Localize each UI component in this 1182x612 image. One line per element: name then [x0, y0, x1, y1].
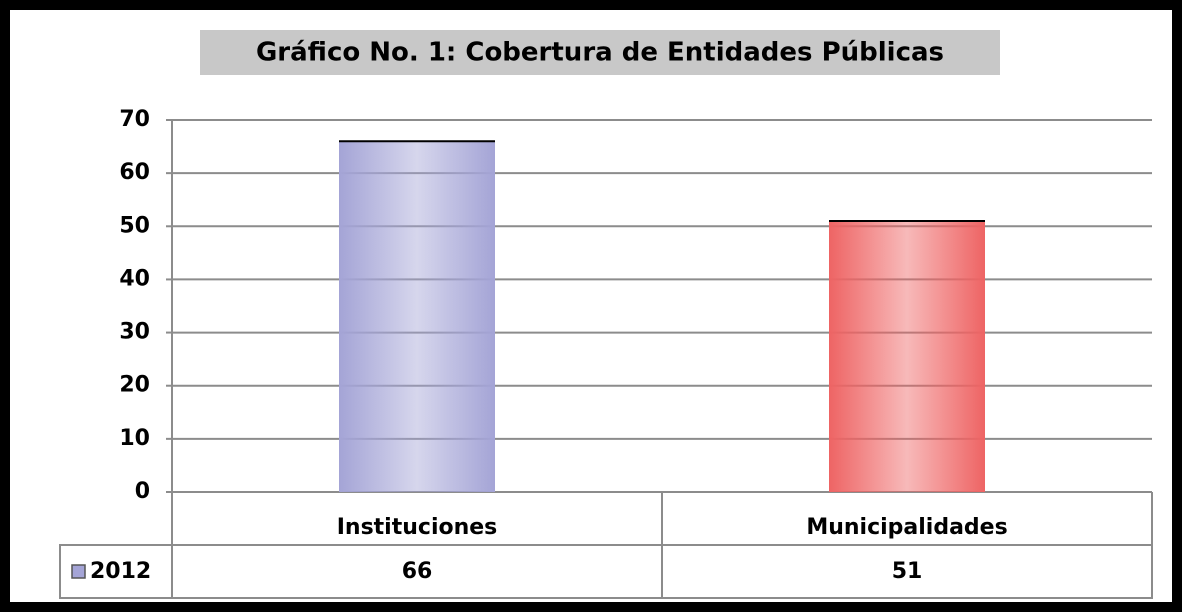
x-tick-label: Instituciones	[337, 515, 498, 540]
bar	[829, 220, 985, 492]
y-tick-label: 30	[119, 320, 150, 345]
y-tick-label: 40	[119, 266, 150, 291]
chart-title: Gráfico No. 1: Cobertura de Entidades Pú…	[256, 38, 944, 68]
y-tick-label: 10	[119, 426, 150, 451]
y-tick-label: 20	[119, 373, 150, 398]
table-value: 51	[892, 559, 923, 584]
y-tick-label: 70	[119, 107, 150, 132]
table-value: 66	[402, 559, 433, 584]
legend-marker	[71, 564, 86, 579]
y-tick-label: 60	[119, 160, 150, 185]
title-box	[200, 30, 1000, 75]
y-tick-label: 50	[119, 213, 150, 238]
bar	[339, 141, 495, 492]
y-tick-label: 0	[135, 479, 150, 504]
x-tick-label: Municipalidades	[806, 515, 1007, 540]
legend-label: 2012	[90, 559, 151, 584]
